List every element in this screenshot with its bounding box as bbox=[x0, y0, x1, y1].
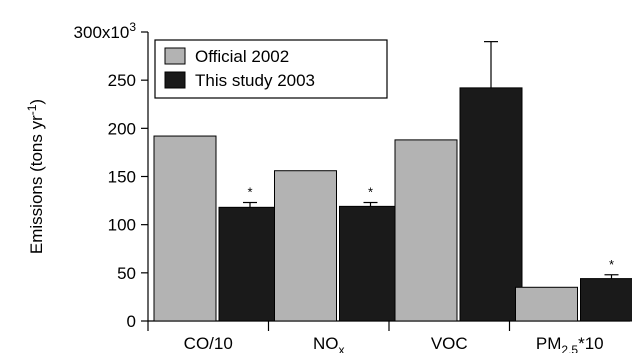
bar-this-study-2003 bbox=[218, 206, 282, 322]
bar-official-2002 bbox=[394, 139, 458, 322]
bar-this-study-2003 bbox=[339, 205, 402, 322]
category-label: PM2.5*10 bbox=[536, 334, 604, 353]
legend-swatch bbox=[164, 71, 186, 89]
category-label: NOx bbox=[313, 334, 345, 353]
legend-box bbox=[154, 39, 388, 99]
legend-label: Official 2002 bbox=[195, 47, 289, 66]
bar-this-study-2003 bbox=[580, 278, 632, 322]
bar-this-study-2003 bbox=[459, 87, 523, 322]
y-tick-label: 50 bbox=[117, 264, 136, 283]
y-tick-label: 300x103 bbox=[74, 20, 137, 42]
y-tick-label: 100 bbox=[108, 216, 136, 235]
bar-official-2002 bbox=[274, 170, 337, 322]
axes: 0 50 100 150 200 250 300x103 CO/10 NOx VOC PM2.5*1… bbox=[25, 20, 630, 353]
y-tick-label: 0 bbox=[127, 312, 136, 331]
y-axis-title: Emissions (tons yr-1) bbox=[25, 99, 46, 254]
bars: * * * bbox=[153, 41, 632, 322]
category-label: CO/10 bbox=[184, 334, 233, 353]
significance-marker: * bbox=[368, 185, 373, 200]
bar-official-2002 bbox=[515, 286, 578, 322]
y-tick-label: 150 bbox=[108, 168, 136, 187]
category-label: VOC bbox=[431, 334, 468, 353]
bar-official-2002 bbox=[153, 135, 217, 322]
y-tick-label: 200 bbox=[108, 119, 136, 138]
significance-marker: * bbox=[247, 185, 252, 200]
legend: Official 2002 This study 2003 bbox=[154, 39, 388, 99]
legend-swatch bbox=[164, 47, 186, 65]
y-tick-label: 250 bbox=[108, 71, 136, 90]
legend-label: This study 2003 bbox=[195, 71, 315, 90]
significance-marker: * bbox=[609, 257, 614, 272]
